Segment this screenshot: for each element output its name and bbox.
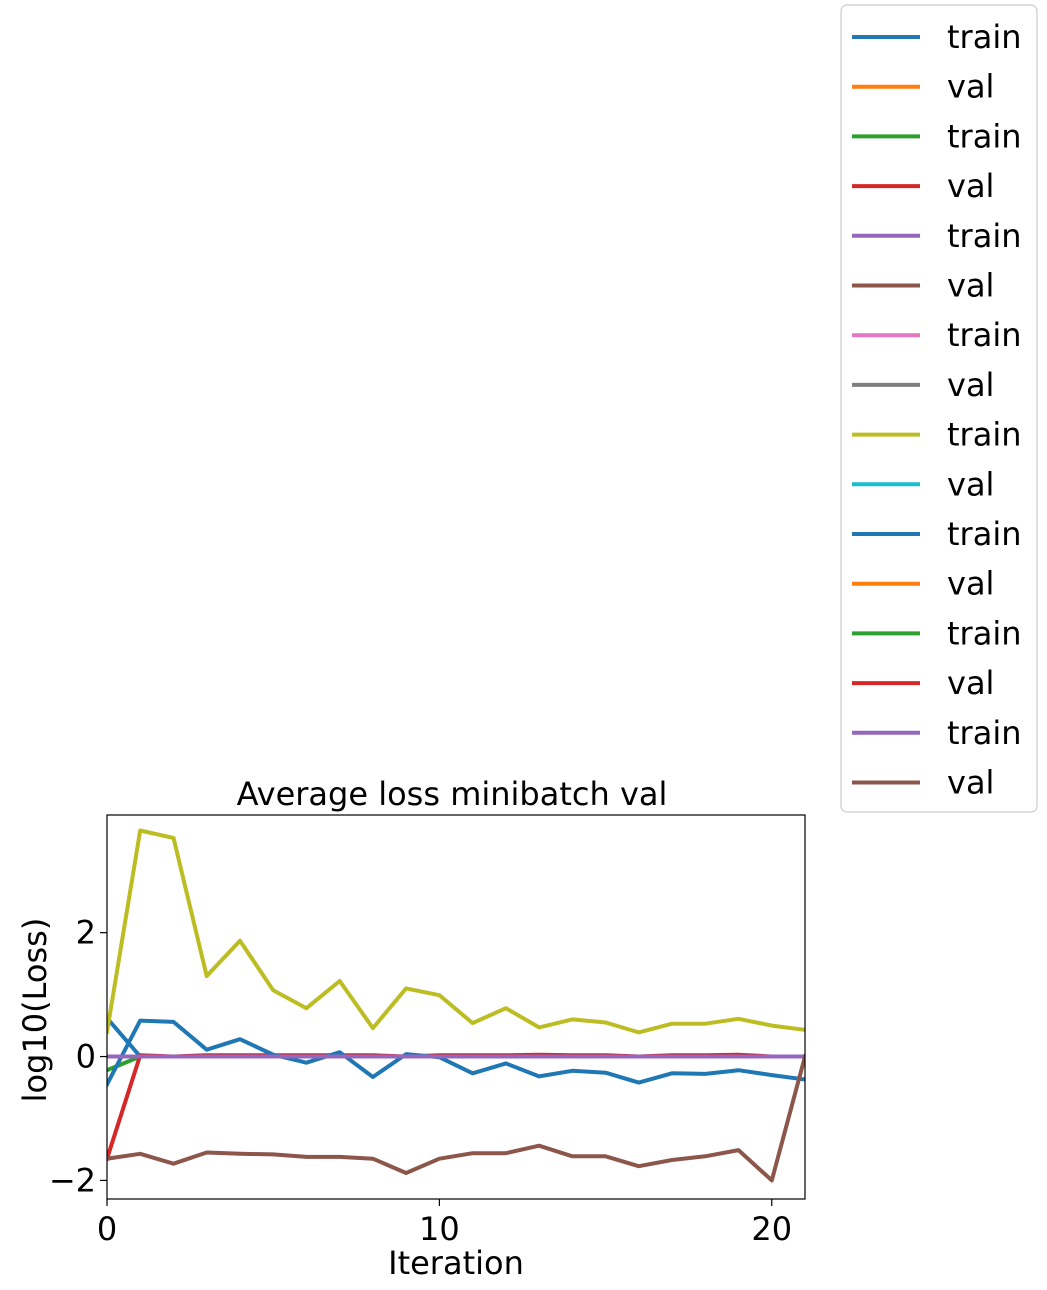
chart-title: Average loss minibatch val bbox=[237, 775, 668, 813]
legend-label-7: train bbox=[947, 316, 1021, 354]
x-tick-label: 20 bbox=[751, 1210, 792, 1248]
legend-label-1: train bbox=[947, 18, 1021, 56]
y-tick-label: −2 bbox=[49, 1161, 96, 1199]
legend-label-12: val bbox=[947, 565, 994, 603]
plot-frame bbox=[106, 814, 806, 1200]
legend-label-11: train bbox=[947, 515, 1021, 553]
legend-label-16: val bbox=[947, 764, 994, 802]
y-axis: −2 0 2 bbox=[49, 914, 107, 1199]
legend-label-3: train bbox=[947, 117, 1021, 155]
legend-label-6: val bbox=[947, 267, 994, 305]
x-axis-label: Iteration bbox=[388, 1244, 524, 1282]
legend-label-8: val bbox=[947, 366, 994, 404]
legend-label-14: val bbox=[947, 664, 994, 702]
y-axis-label: log10(Loss) bbox=[16, 918, 54, 1103]
legend-box bbox=[840, 4, 1038, 813]
legend-label-13: train bbox=[947, 614, 1021, 652]
x-axis: 0 10 20 bbox=[97, 1199, 792, 1248]
legend-label-10: val bbox=[947, 465, 994, 503]
y-tick-label: 0 bbox=[76, 1038, 96, 1076]
legend: train val train val train val train val train val… bbox=[840, 4, 1038, 813]
series-line-11 bbox=[107, 1018, 805, 1088]
legend-label-15: train bbox=[947, 714, 1021, 752]
x-tick-label: 0 bbox=[97, 1210, 117, 1248]
series-line-16 bbox=[107, 1054, 805, 1183]
series-group bbox=[107, 828, 805, 1183]
legend-label-4: val bbox=[947, 167, 994, 205]
x-tick-label: 10 bbox=[419, 1210, 460, 1248]
y-tick-label: 2 bbox=[76, 914, 96, 952]
series-line-9 bbox=[107, 828, 805, 1035]
legend-label-2: val bbox=[947, 68, 994, 106]
legend-label-9: train bbox=[947, 416, 1021, 454]
legend-label-5: train bbox=[947, 217, 1021, 255]
